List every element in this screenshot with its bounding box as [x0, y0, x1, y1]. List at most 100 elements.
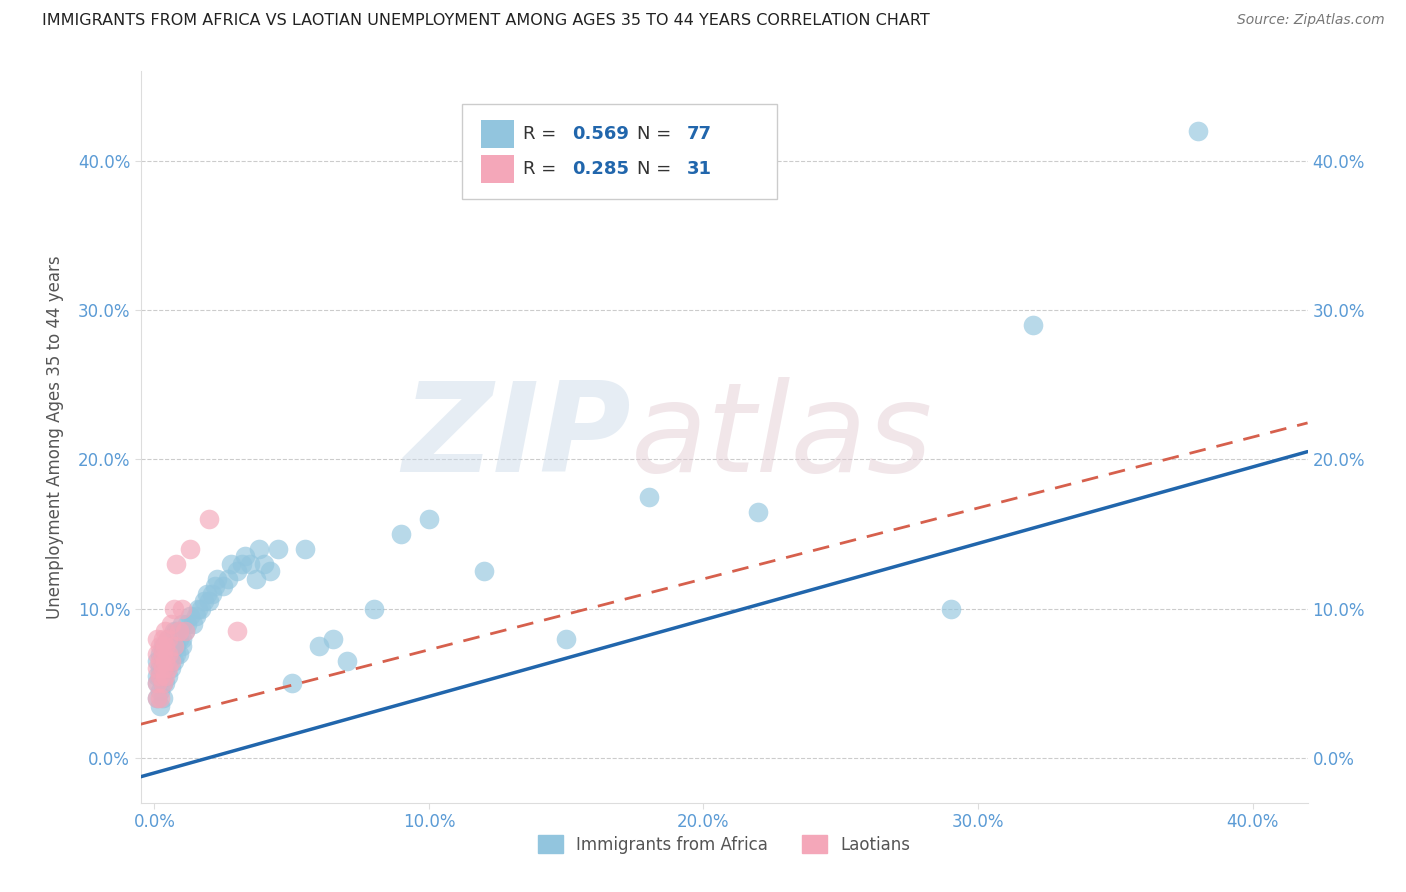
Text: 0.285: 0.285 [572, 161, 630, 178]
Point [170, 616, 193, 631]
Point [157, 647, 180, 661]
Point [207, 572, 229, 586]
Point [162, 601, 184, 615]
Point [162, 639, 184, 653]
Text: R =: R = [523, 161, 562, 178]
Text: 31: 31 [686, 161, 711, 178]
Point [217, 572, 239, 586]
Point [219, 557, 242, 571]
Point [322, 632, 344, 646]
Point [149, 669, 172, 683]
Text: N =: N = [637, 125, 676, 144]
Point [155, 654, 177, 668]
Point [159, 632, 181, 646]
Point [157, 661, 180, 675]
Point [162, 654, 184, 668]
Point [190, 601, 212, 615]
Text: ZIP: ZIP [402, 376, 631, 498]
Point [170, 639, 193, 653]
Bar [481, 120, 515, 148]
Point [152, 691, 174, 706]
Point [146, 676, 169, 690]
Point [747, 505, 769, 519]
Point [165, 639, 187, 653]
Point [157, 654, 180, 668]
Point [149, 654, 172, 668]
Point [152, 676, 174, 690]
Y-axis label: Unemployment Among Ages 35 to 44 years: Unemployment Among Ages 35 to 44 years [46, 255, 63, 619]
Point [157, 632, 180, 646]
Point [225, 565, 247, 579]
Point [198, 594, 221, 608]
Point [637, 490, 659, 504]
Point [555, 632, 578, 646]
Point [391, 527, 413, 541]
Point [170, 632, 193, 646]
Point [259, 565, 281, 579]
Point [146, 676, 169, 690]
Point [253, 557, 276, 571]
Point [239, 557, 262, 571]
Point [149, 639, 172, 653]
Point [193, 594, 215, 608]
Point [155, 676, 177, 690]
Point [363, 601, 385, 615]
Point [162, 624, 184, 639]
Point [187, 601, 209, 615]
Bar [481, 155, 515, 183]
Point [149, 661, 172, 675]
Point [149, 647, 172, 661]
Point [159, 616, 181, 631]
Point [308, 639, 330, 653]
Point [157, 632, 180, 646]
Point [146, 691, 169, 706]
Text: 0.569: 0.569 [572, 125, 630, 144]
Text: Source: ZipAtlas.com: Source: ZipAtlas.com [1237, 13, 1385, 28]
Point [184, 609, 207, 624]
Point [165, 557, 187, 571]
Point [267, 542, 290, 557]
Point [294, 542, 316, 557]
Point [167, 647, 190, 661]
Point [152, 654, 174, 668]
Point [152, 661, 174, 675]
Point [939, 601, 962, 615]
Point [157, 669, 180, 683]
Point [225, 624, 247, 639]
Point [155, 624, 177, 639]
Point [146, 654, 169, 668]
Text: atlas: atlas [631, 376, 932, 498]
Text: R =: R = [523, 125, 562, 144]
Point [198, 512, 221, 526]
Point [179, 542, 201, 557]
Point [152, 661, 174, 675]
Point [155, 661, 177, 675]
Point [152, 639, 174, 653]
Point [159, 647, 181, 661]
Text: N =: N = [637, 161, 676, 178]
Point [165, 624, 187, 639]
Point [245, 572, 267, 586]
Point [472, 565, 495, 579]
Point [152, 647, 174, 661]
Point [149, 698, 172, 713]
Point [146, 632, 169, 646]
Point [212, 579, 235, 593]
Point [149, 691, 172, 706]
Point [204, 579, 226, 593]
Point [149, 683, 172, 698]
Point [181, 616, 204, 631]
Point [335, 654, 357, 668]
Point [152, 676, 174, 690]
Point [179, 609, 201, 624]
Point [170, 601, 193, 615]
Point [1022, 318, 1045, 332]
Point [233, 549, 256, 564]
Point [418, 512, 440, 526]
Point [176, 616, 198, 631]
Point [149, 669, 172, 683]
Point [162, 639, 184, 653]
Point [155, 647, 177, 661]
Text: 77: 77 [686, 125, 711, 144]
Text: IMMIGRANTS FROM AFRICA VS LAOTIAN UNEMPLOYMENT AMONG AGES 35 TO 44 YEARS CORRELA: IMMIGRANTS FROM AFRICA VS LAOTIAN UNEMPL… [42, 13, 929, 29]
